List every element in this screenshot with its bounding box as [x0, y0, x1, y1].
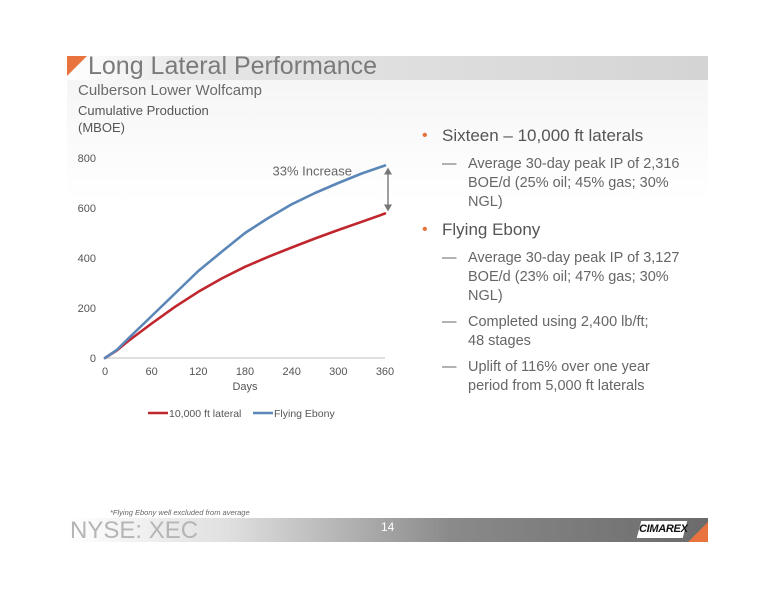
slide-background	[67, 56, 708, 543]
sub-line: Uplift of 116% over one year	[468, 359, 650, 375]
sub-line: period from 5,000 ft laterals	[468, 378, 645, 394]
y-tick-label: 200	[78, 303, 96, 315]
bullet-list: • Sixteen – 10,000 ft laterals — Average…	[420, 125, 710, 396]
title-accent-triangle	[67, 56, 87, 76]
cimarex-logo: CIMAREX	[636, 521, 688, 538]
bullet-dot-icon: •	[422, 221, 428, 238]
footer-ticker: NYSE: XEC	[70, 517, 199, 544]
y-tick-label: 800	[78, 153, 96, 165]
x-tick-label: 180	[236, 366, 254, 378]
series-line-flying-ebony	[103, 164, 387, 360]
sub-line: BOE/d (23% oil; 47% gas; 30%	[468, 269, 669, 285]
legend-label: Flying Ebony	[274, 408, 335, 420]
sub-line: NGL)	[468, 288, 503, 304]
y-axis-title-line-1: Cumulative Production	[78, 103, 209, 118]
bullet-flying-ebony: • Flying Ebony	[420, 219, 710, 241]
title-bar	[67, 56, 708, 80]
dash-icon: —	[442, 314, 457, 330]
annotation-label: 33% Increase	[273, 164, 353, 179]
x-axis-title: Days	[232, 381, 258, 393]
sub-bullet-ip-fe: — Average 30-day peak IP of 3,127 BOE/d …	[420, 249, 710, 306]
series-line-ten-thousand-ft	[103, 212, 387, 360]
x-tick-label: 360	[376, 366, 394, 378]
page-number: 14	[381, 520, 395, 534]
y-tick-label: 400	[78, 253, 96, 265]
annotation-arrow-down-icon	[384, 204, 392, 212]
sub-line: Completed using 2,400 lb/ft;	[468, 314, 649, 330]
bullet-sixteen-laterals: • Sixteen – 10,000 ft laterals	[420, 125, 710, 147]
sub-bullet-completion: — Completed using 2,400 lb/ft; 48 stages	[420, 313, 710, 351]
slide-subtitle: Culberson Lower Wolfcamp	[78, 82, 262, 99]
sub-line: Average 30-day peak IP of 2,316	[468, 156, 680, 172]
y-axis-title-line-2: (MBOE)	[78, 120, 125, 135]
logo-text: CIMAREX	[639, 523, 688, 535]
sub-line: Average 30-day peak IP of 3,127	[468, 250, 680, 266]
dash-icon: —	[442, 156, 457, 172]
y-tick-label: 600	[78, 203, 96, 215]
sub-bullet-uplift: — Uplift of 116% over one year period fr…	[420, 358, 710, 396]
sub-line: 48 stages	[468, 333, 531, 349]
dash-icon: —	[442, 359, 457, 375]
bullet-text: Flying Ebony	[442, 220, 541, 239]
footer-bar	[67, 518, 708, 542]
sub-line: NGL)	[468, 194, 503, 210]
x-tick-label: 60	[146, 366, 158, 378]
y-tick-label: 0	[90, 353, 96, 365]
sub-line: BOE/d (25% oil; 45% gas; 30%	[468, 175, 669, 191]
annotation-arrow-up-icon	[384, 167, 392, 175]
dash-icon: —	[442, 250, 457, 266]
bullet-text: Sixteen – 10,000 ft laterals	[442, 126, 644, 145]
footnote: *Flying Ebony well excluded from average	[110, 508, 250, 517]
x-tick-label: 240	[282, 366, 300, 378]
x-tick-label: 300	[329, 366, 347, 378]
x-tick-label: 0	[102, 366, 108, 378]
slide-title: Long Lateral Performance	[88, 52, 378, 80]
sub-bullet-ip-16: — Average 30-day peak IP of 2,316 BOE/d …	[420, 155, 710, 212]
legend-label: 10,000 ft lateral	[169, 408, 241, 420]
x-tick-label: 120	[189, 366, 207, 378]
footer-accent-triangle	[688, 522, 708, 542]
bullet-dot-icon: •	[422, 127, 428, 144]
